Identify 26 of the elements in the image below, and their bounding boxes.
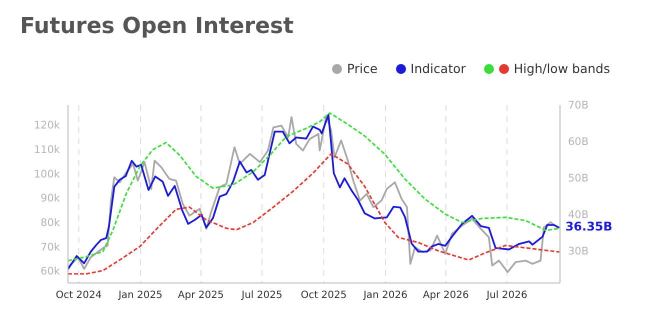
- y-tick-label: 80k: [40, 216, 61, 229]
- y2-tick-label: 50B: [568, 172, 589, 185]
- x-tick-label: Oct 2024: [56, 290, 102, 302]
- y-tick-label: 90k: [40, 192, 61, 205]
- line-series: [68, 153, 560, 275]
- y-tick-label: 120k: [34, 120, 61, 132]
- x-tick-label: Apr 2026: [422, 290, 469, 302]
- y-tick-label: 60k: [40, 266, 61, 278]
- y2-tick-label: 60B: [568, 136, 589, 148]
- y2-tick-label: 40B: [568, 209, 589, 222]
- y-tick-label: 100k: [34, 168, 61, 180]
- legend-label: Indicator: [410, 61, 466, 76]
- x-tick-label: Jan 2025: [117, 290, 163, 302]
- legend-label: Price: [347, 61, 378, 76]
- y2-tick-label: 70B: [568, 100, 589, 112]
- x-tick-label: Apr 2025: [178, 290, 224, 302]
- x-tick-label: Oct 2025: [300, 290, 347, 302]
- y-tick-label: 110k: [34, 144, 61, 156]
- x-tick-label: Jul 2026: [486, 290, 528, 302]
- legend-label: High/low bands: [514, 61, 610, 76]
- data-label: 36.35B: [565, 220, 612, 234]
- y-tick-label: 70k: [40, 241, 61, 254]
- y2-tick-label: 30B: [568, 246, 589, 258]
- chart-title: Futures Open Interest: [20, 14, 294, 39]
- x-tick-label: Jan 2026: [362, 290, 408, 302]
- x-tick-label: Jul 2025: [240, 290, 282, 302]
